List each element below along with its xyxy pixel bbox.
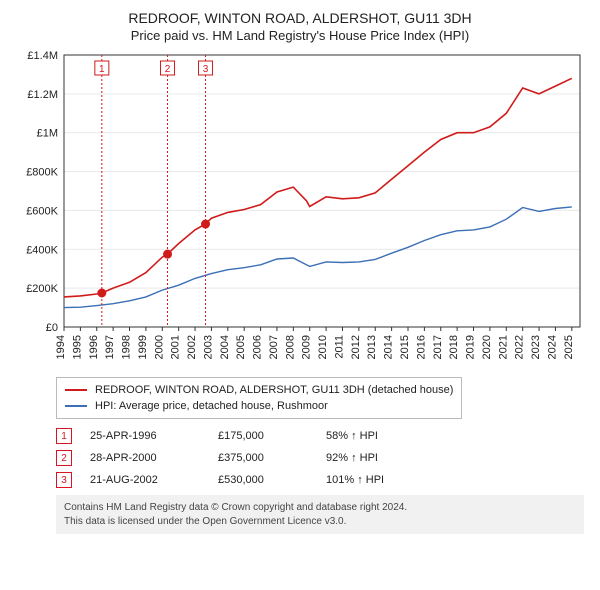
sale-price: £175,000 xyxy=(218,430,308,442)
legend-row: REDROOF, WINTON ROAD, ALDERSHOT, GU11 3D… xyxy=(65,382,453,398)
titles: REDROOF, WINTON ROAD, ALDERSHOT, GU11 3D… xyxy=(12,10,588,43)
x-tick-label: 2010 xyxy=(317,335,329,359)
sale-index: 1 xyxy=(56,428,72,444)
x-tick-label: 1998 xyxy=(121,335,133,359)
x-tick-label: 2015 xyxy=(399,335,411,359)
chart-svg: £0 £200K £400K £600K £800K £1M £1.2M £1.4M 1994 1… xyxy=(12,49,588,369)
x-tick-label: 2021 xyxy=(497,335,509,359)
legend-row: HPI: Average price, detached house, Rush… xyxy=(65,398,453,414)
x-tick-label: 2017 xyxy=(432,335,444,359)
x-tick-label: 2009 xyxy=(301,335,313,359)
sales-row: 3 21-AUG-2002 £530,000 101% ↑ HPI xyxy=(56,469,584,491)
sale-vs-hpi: 58% ↑ HPI xyxy=(326,430,436,442)
sale-date: 25-APR-1996 xyxy=(90,430,200,442)
sale-badge-1: 1 xyxy=(95,61,109,75)
y-tick-label: £400K xyxy=(26,244,58,256)
x-tick-label: 2002 xyxy=(186,335,198,359)
sale-price: £375,000 xyxy=(218,452,308,464)
x-tick-label: 1999 xyxy=(137,335,149,359)
x-tick-label: 2005 xyxy=(235,335,247,359)
y-tick-label: £0 xyxy=(46,322,58,334)
sale-badge-3: 3 xyxy=(199,61,213,75)
x-tick-label: 2008 xyxy=(284,335,296,359)
footer-line-1: Contains HM Land Registry data © Crown c… xyxy=(64,501,576,515)
y-tick-label: £1M xyxy=(37,128,58,140)
x-tick-label: 2018 xyxy=(448,335,460,359)
x-tick-label: 2024 xyxy=(546,335,558,359)
y-tick-label: £800K xyxy=(26,167,58,179)
sales-table: 1 25-APR-1996 £175,000 58% ↑ HPI 2 28-APR-200… xyxy=(56,425,584,491)
y-tick-label: £1.2M xyxy=(27,89,58,101)
chart: £0 £200K £400K £600K £800K £1M £1.2M £1.4M 1994 1… xyxy=(12,49,588,369)
x-tick-label: 2001 xyxy=(170,335,182,359)
x-tick-label: 2016 xyxy=(415,335,427,359)
x-tick-label: 2025 xyxy=(563,335,575,359)
x-tick-label: 2006 xyxy=(252,335,264,359)
svg-text:2: 2 xyxy=(165,64,171,75)
x-tick-label: 2003 xyxy=(202,335,214,359)
legend-label: HPI: Average price, detached house, Rush… xyxy=(95,398,328,414)
sales-row: 1 25-APR-1996 £175,000 58% ↑ HPI xyxy=(56,425,584,447)
y-tick-label: £1.4M xyxy=(27,50,58,62)
x-tick-label: 2019 xyxy=(465,335,477,359)
x-tick-label: 2013 xyxy=(366,335,378,359)
legend-swatch xyxy=(65,405,87,407)
sale-date: 21-AUG-2002 xyxy=(90,474,200,486)
title-main: REDROOF, WINTON ROAD, ALDERSHOT, GU11 3D… xyxy=(12,10,588,26)
x-tick-label: 2014 xyxy=(383,335,395,359)
title-sub: Price paid vs. HM Land Registry's House … xyxy=(12,28,588,43)
footer: Contains HM Land Registry data © Crown c… xyxy=(56,495,584,534)
legend: REDROOF, WINTON ROAD, ALDERSHOT, GU11 3D… xyxy=(56,377,462,419)
sale-vs-hpi: 101% ↑ HPI xyxy=(326,474,436,486)
page: REDROOF, WINTON ROAD, ALDERSHOT, GU11 3D… xyxy=(0,0,600,590)
x-tick-label: 2022 xyxy=(514,335,526,359)
x-tick-label: 2000 xyxy=(153,335,165,359)
x-tick-label: 1995 xyxy=(71,335,83,359)
svg-text:1: 1 xyxy=(99,64,105,75)
x-tick-label: 2011 xyxy=(333,335,345,359)
sale-index: 3 xyxy=(56,472,72,488)
y-tick-label: £600K xyxy=(26,205,58,217)
x-tick-label: 2023 xyxy=(530,335,542,359)
x-tick-label: 1994 xyxy=(55,335,67,359)
x-tick-label: 2007 xyxy=(268,335,280,359)
sale-date: 28-APR-2000 xyxy=(90,452,200,464)
legend-label: REDROOF, WINTON ROAD, ALDERSHOT, GU11 3D… xyxy=(95,382,453,398)
footer-line-2: This data is licensed under the Open Gov… xyxy=(64,515,576,529)
sale-price: £530,000 xyxy=(218,474,308,486)
svg-text:3: 3 xyxy=(203,64,209,75)
sales-row: 2 28-APR-2000 £375,000 92% ↑ HPI xyxy=(56,447,584,469)
x-tick-label: 2004 xyxy=(219,335,231,359)
x-tick-label: 1996 xyxy=(88,335,100,359)
y-tick-label: £200K xyxy=(26,283,58,295)
sale-badge-2: 2 xyxy=(161,61,175,75)
sale-index: 2 xyxy=(56,450,72,466)
x-tick-label: 1997 xyxy=(104,335,116,359)
x-tick-label: 2020 xyxy=(481,335,493,359)
sale-vs-hpi: 92% ↑ HPI xyxy=(326,452,436,464)
legend-swatch xyxy=(65,389,87,391)
x-tick-label: 2012 xyxy=(350,335,362,359)
